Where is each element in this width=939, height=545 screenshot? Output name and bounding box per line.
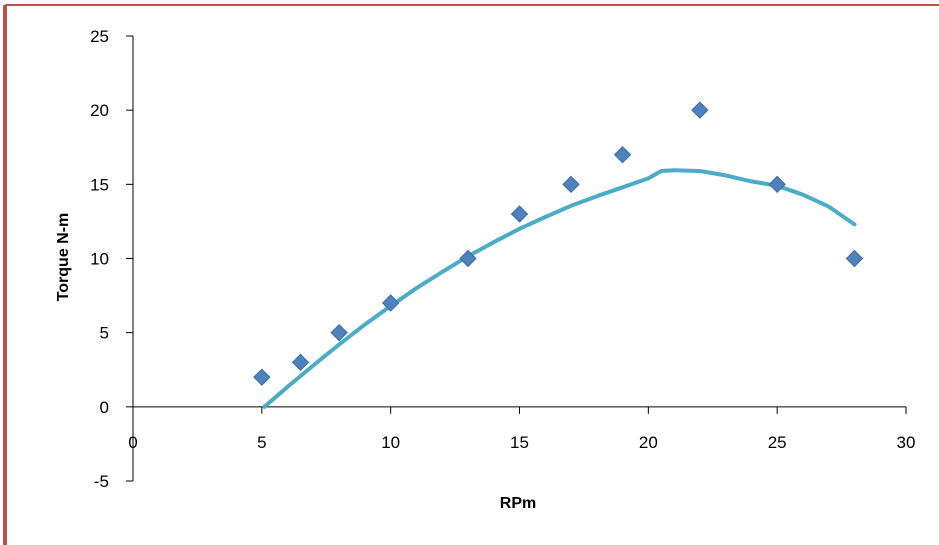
y-tick-label: -5 xyxy=(94,472,109,491)
x-tick-label: 20 xyxy=(639,433,658,452)
axes xyxy=(126,35,907,482)
y-tick-label: 0 xyxy=(100,398,109,417)
data-point xyxy=(381,294,400,312)
trendline xyxy=(262,168,857,409)
data-point xyxy=(510,205,529,223)
x-tick-label: 10 xyxy=(381,433,400,452)
x-tick-label: 15 xyxy=(510,433,529,452)
y-axis-title: Torque N-m xyxy=(55,213,72,302)
data-points xyxy=(253,101,864,386)
x-tick-label: 25 xyxy=(768,433,787,452)
tick-labels: -5 0 5 10 15 20 25 0 5 10 15 20 25 30 xyxy=(90,27,915,491)
y-tick-label: 15 xyxy=(90,175,109,194)
data-point xyxy=(613,145,632,164)
data-point xyxy=(562,175,580,194)
data-point xyxy=(691,101,709,119)
y-tick-label: 10 xyxy=(90,250,109,269)
data-point xyxy=(459,249,477,268)
x-axis-title: RPm xyxy=(500,495,536,512)
y-tick-label: 20 xyxy=(90,101,109,120)
x-tick-label: 5 xyxy=(257,433,266,452)
y-tick-label: 25 xyxy=(90,27,109,46)
x-tick-label: 30 xyxy=(897,433,916,452)
x-tick-label: 0 xyxy=(128,433,137,452)
y-tick-label: 5 xyxy=(100,324,109,343)
data-point xyxy=(291,353,310,372)
data-point xyxy=(253,368,271,386)
data-point xyxy=(330,323,348,342)
data-point xyxy=(768,175,786,194)
data-point xyxy=(845,249,864,268)
